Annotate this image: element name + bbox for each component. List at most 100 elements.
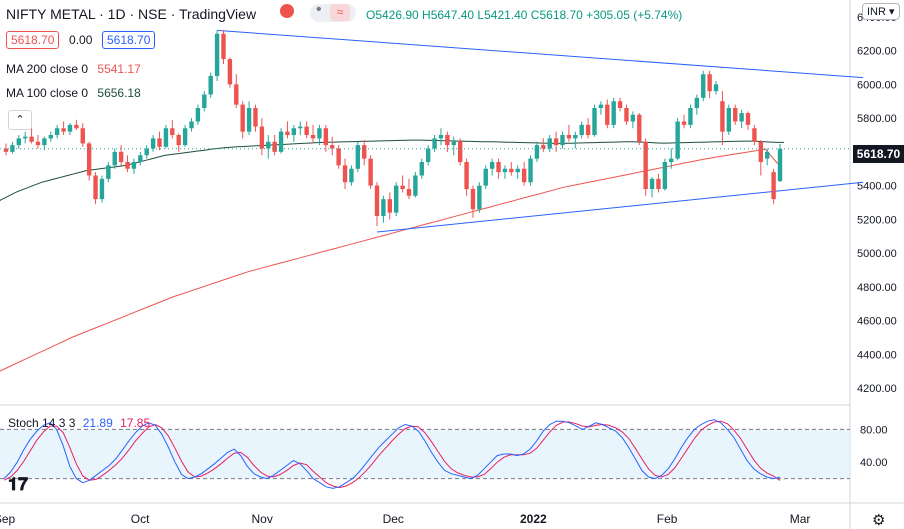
candle-body xyxy=(566,135,572,139)
candle-body xyxy=(144,148,149,156)
stoch-k-value: 21.89 xyxy=(82,416,113,430)
price-tick-label: 4400.00 xyxy=(857,349,897,361)
candle-body xyxy=(221,33,226,60)
candle-body xyxy=(189,121,194,129)
candle-body xyxy=(163,128,169,147)
ohlc-readout: O5426.90 H5647.40 L5421.40 C5618.70 +305… xyxy=(366,8,683,22)
stoch-d-line xyxy=(3,420,781,489)
candle-body xyxy=(432,138,437,149)
candle-body xyxy=(368,158,373,186)
symbol-name[interactable]: NIFTY METAL xyxy=(6,6,96,22)
stoch-legend[interactable]: Stoch 14 3 3 21.89 17.85 xyxy=(8,416,150,430)
candle-body xyxy=(707,74,712,92)
candle-body xyxy=(656,178,661,189)
candle-body xyxy=(758,141,764,162)
source-label: TradingView xyxy=(179,6,257,22)
indicator-toggle[interactable]: • ≈ xyxy=(310,1,356,22)
candle-body xyxy=(521,168,527,183)
gear-icon[interactable]: ⚙ xyxy=(872,512,886,529)
stoch-band xyxy=(0,429,850,479)
chart-header: NIFTY METAL · 1D · NSE · TradingView xyxy=(6,6,257,22)
candle-body xyxy=(579,124,584,135)
ma200-line xyxy=(0,148,779,372)
candle-body xyxy=(42,138,47,146)
candle-body xyxy=(400,185,405,189)
candle-body xyxy=(272,141,277,152)
price-tick-label: 4200.00 xyxy=(857,383,897,395)
collapse-legend-button[interactable]: ⌃ xyxy=(8,110,32,130)
time-tick-label: Sep xyxy=(0,512,16,526)
bid-ask-row: 5618.70 0.00 5618.70 xyxy=(6,31,156,49)
currency-selector[interactable]: INR ▾ xyxy=(862,3,900,20)
ask-box[interactable]: 5618.70 xyxy=(102,31,156,49)
candle-body xyxy=(227,59,233,85)
candle-body xyxy=(80,128,85,144)
candle-body xyxy=(560,135,565,146)
candle-body xyxy=(214,33,220,76)
candle-body xyxy=(61,128,66,132)
candle-body xyxy=(630,114,636,122)
candle-body xyxy=(534,145,540,159)
candle-body xyxy=(739,113,744,122)
candle-body xyxy=(349,168,354,183)
bid-box[interactable]: 5618.70 xyxy=(6,31,60,49)
candle-body xyxy=(694,97,700,108)
trendline xyxy=(217,29,864,79)
candle-body xyxy=(464,162,469,189)
candle-body xyxy=(246,108,252,132)
ma200-value: 5541.17 xyxy=(97,62,141,76)
candle-body xyxy=(112,151,117,166)
candle-body xyxy=(457,141,463,162)
candle-body xyxy=(483,168,488,186)
candle-body xyxy=(681,121,687,125)
chevron-down-icon: ▾ xyxy=(889,6,895,18)
currency-label: INR xyxy=(867,6,886,18)
ma200-legend[interactable]: MA 200 close 0 5541.17 xyxy=(6,62,141,76)
interval-label[interactable]: 1D xyxy=(107,6,126,22)
price-tick-label: 6200.00 xyxy=(857,46,897,58)
candle-body xyxy=(541,145,546,149)
candle-body xyxy=(138,155,143,162)
trendline xyxy=(376,181,864,233)
price-tick-label: 5000.00 xyxy=(857,248,897,260)
price-tick-label: 4600.00 xyxy=(857,316,897,328)
stoch-label: Stoch 14 3 3 xyxy=(8,416,76,430)
candle-body xyxy=(176,135,181,146)
candle-body xyxy=(425,148,431,162)
tradingview-logo-icon[interactable]: 𝟏𝟕 xyxy=(8,474,29,495)
time-tick-label: Oct xyxy=(131,512,150,526)
candle-body xyxy=(182,128,188,146)
candle-body xyxy=(649,178,655,189)
candle-body xyxy=(131,162,137,169)
candle-body xyxy=(387,199,392,213)
candle-body xyxy=(701,74,706,98)
stoch-d-value: 17.85 xyxy=(120,416,151,430)
candle-body xyxy=(771,172,776,200)
candle-body xyxy=(547,138,552,149)
wave-icon[interactable]: ≈ xyxy=(330,4,350,21)
candle-body xyxy=(202,94,207,108)
candle-body xyxy=(323,128,329,146)
stoch-tick-label: 80.00 xyxy=(860,424,888,436)
candle-body xyxy=(662,162,668,189)
ma100-legend[interactable]: MA 100 close 0 5656.18 xyxy=(6,86,141,100)
candle-body xyxy=(35,141,41,146)
candle-body xyxy=(515,168,520,173)
candle-body xyxy=(777,148,783,182)
candle-body xyxy=(406,189,412,196)
candle-body xyxy=(86,143,92,176)
exchange-label: NSE xyxy=(138,6,167,22)
price-tick-label: 6000.00 xyxy=(857,79,897,91)
candle-body xyxy=(669,158,674,162)
candle-body xyxy=(688,108,693,125)
candle-body xyxy=(48,135,53,139)
candle-body xyxy=(573,135,578,139)
candle-body xyxy=(170,128,175,135)
candle-body xyxy=(611,101,616,125)
candle-body xyxy=(585,124,591,135)
time-tick-label: Nov xyxy=(251,512,272,526)
time-tick-label: Mar xyxy=(790,512,811,526)
market-status-icon[interactable] xyxy=(280,4,294,18)
candle-body xyxy=(419,162,424,176)
